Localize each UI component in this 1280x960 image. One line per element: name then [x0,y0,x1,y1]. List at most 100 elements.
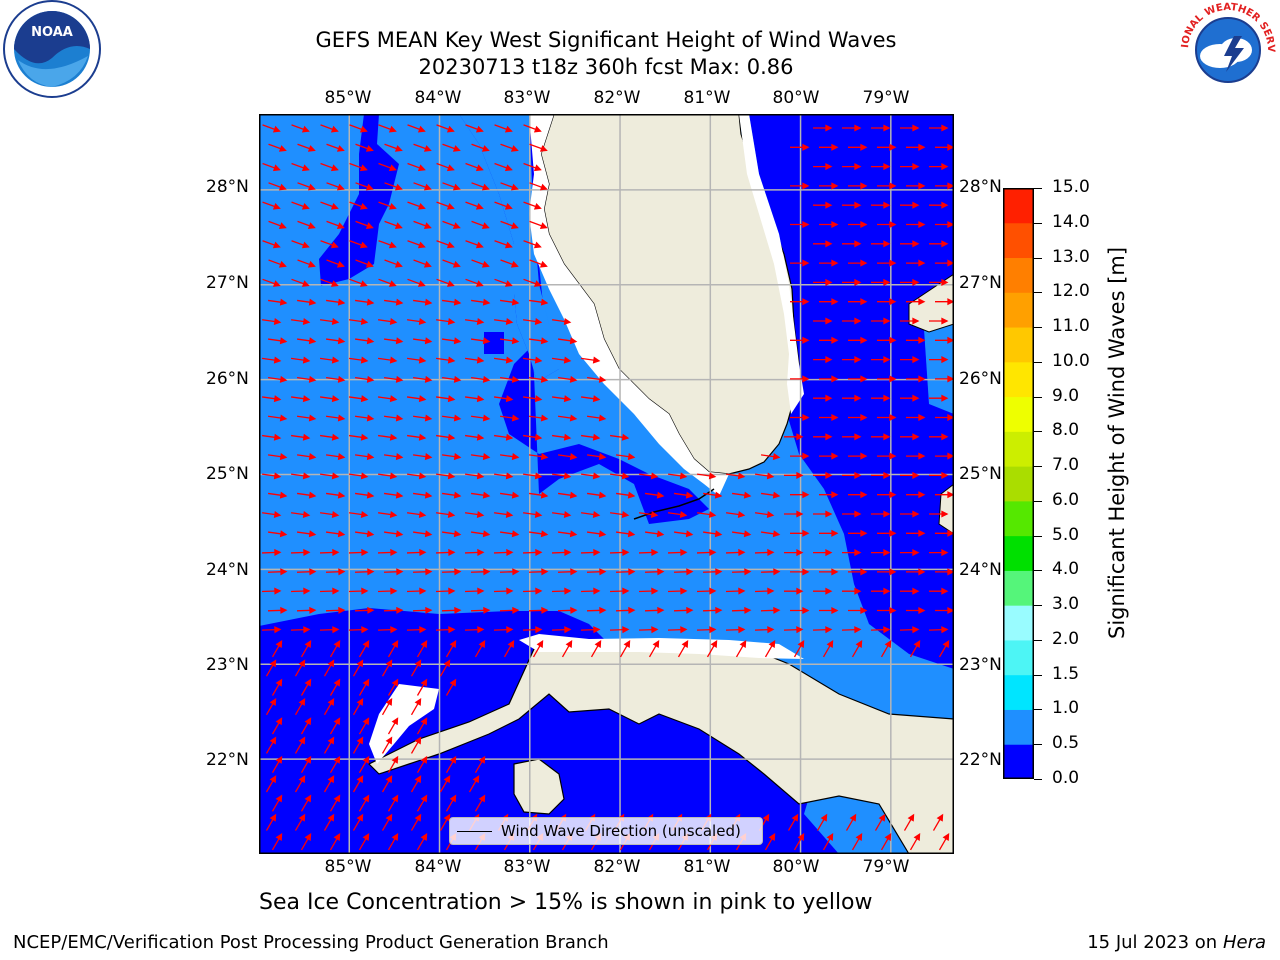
wind-arrow-head [628,568,636,576]
wind-arrow-head [802,491,810,499]
wind-arrow-head [860,220,868,229]
wind-arrow-head [831,182,839,190]
wind-arrow-head [423,145,432,152]
wind-arrow-head [883,240,891,248]
wind-arrow-head [394,183,403,191]
colorbar-tick-label: 12.0 [1052,281,1090,302]
wind-arrow-head [767,587,775,595]
wind-arrow-head [685,491,694,499]
isle-of-youth-land [513,758,565,815]
wind-arrow-head [592,433,601,441]
wind-arrow-head [912,471,920,479]
wind-arrow-head [274,548,282,557]
wind-arrow-head [301,241,310,249]
colorbar-tick-mark [1034,500,1042,502]
wind-arrow-head [918,220,926,229]
wind-arrow-head [883,587,891,595]
wind-arrow-head [593,626,601,634]
wind-arrow-head [738,548,746,557]
wind-arrow-head [802,220,810,229]
colorbar-tick-mark [1034,327,1042,329]
wind-arrow-head [279,337,288,345]
wind-arrow-head [304,833,312,841]
wind-arrow-head [483,606,491,614]
wind-arrow-head [275,833,283,841]
wind-arrow-head [366,491,375,499]
wind-arrow-head [414,813,422,822]
colorbar-tick-mark [1034,396,1042,398]
noaa-logo-text: NOAA [31,25,73,40]
wind-arrow-head [331,472,340,480]
colorbar-segment [1003,535,1034,571]
wind-arrow-head [918,491,926,499]
wind-arrow-head [482,298,491,306]
wind-arrow-head [889,413,897,422]
wind-arrow-head [918,452,926,460]
wind-arrow-head [825,510,833,518]
wind-arrow-head [280,606,288,614]
wind-arrow-head [303,587,311,595]
colorbar-tick-mark [1034,570,1042,572]
wind-arrow-head [483,568,491,576]
wind-arrow-head [476,472,485,480]
wind-arrow-head [825,163,833,171]
wind-arrow-head [918,336,926,344]
colorbar-segment [1003,222,1034,259]
wind-arrow-head [825,626,833,634]
wind-arrow-head [708,510,717,518]
wind-arrow-head [536,640,544,648]
wind-arrow-head [304,678,312,687]
wind-arrow-head [569,375,578,383]
wind-arrow-head [564,626,572,634]
colorbar-tick-mark [1034,466,1042,468]
colorbar-tick-label: 14.0 [1052,211,1090,232]
wind-arrow-head [918,298,926,306]
wind-arrow-head [825,471,833,479]
wind-arrow-head [941,278,949,286]
wind-arrow-head [475,164,484,172]
wind-arrow-head [533,164,542,172]
wind-arrow-head [327,659,335,668]
wind-arrow-head [449,794,457,803]
wind-arrow-head [482,453,491,461]
wind-arrow-head [766,472,775,480]
wind-arrow-head [860,143,868,151]
wind-arrow-head [598,414,607,422]
colorbar-segment [1003,257,1034,293]
wind-arrow-head [941,124,949,132]
map-panel [259,114,954,854]
colorbar [1003,188,1034,779]
wind-arrow-head [365,260,374,268]
lat-label-right: 28°N [959,177,1002,197]
wind-arrow-head [628,606,636,614]
wind-arrow-head [883,433,891,441]
wind-arrow-head [391,717,399,726]
wind-arrow-head [627,453,636,461]
wind-arrow-head [385,697,393,706]
wind-arrow-head [298,736,306,745]
wind-arrow-head [336,222,345,229]
wind-arrow-head [273,317,282,325]
wind-arrow-head [791,813,799,822]
legend-label: Wind Wave Direction (unscaled) [501,822,741,840]
wind-arrow-head [365,183,374,191]
wind-arrow-head [941,201,949,209]
wind-arrow-head [443,659,451,668]
wind-arrow-head [302,395,311,403]
wind-arrow-head [395,530,404,538]
colorbar-tick-label: 5.0 [1052,524,1080,545]
wind-arrow-head [854,278,862,286]
wind-arrow-head [420,794,428,803]
wind-arrow-head [385,813,393,822]
wind-arrow-head [395,491,404,499]
wind-arrow-head [947,259,954,267]
wind-arrow-head [854,124,862,132]
wind-arrow-head [854,433,862,441]
wind-arrow-head [388,203,397,210]
wind-arrow-head [472,775,480,784]
wind-arrow-head [598,491,607,499]
wind-arrow-head [912,201,920,209]
wind-arrow-head [366,414,375,422]
wind-arrow-head [446,280,455,287]
wind-arrow-head [656,491,665,499]
